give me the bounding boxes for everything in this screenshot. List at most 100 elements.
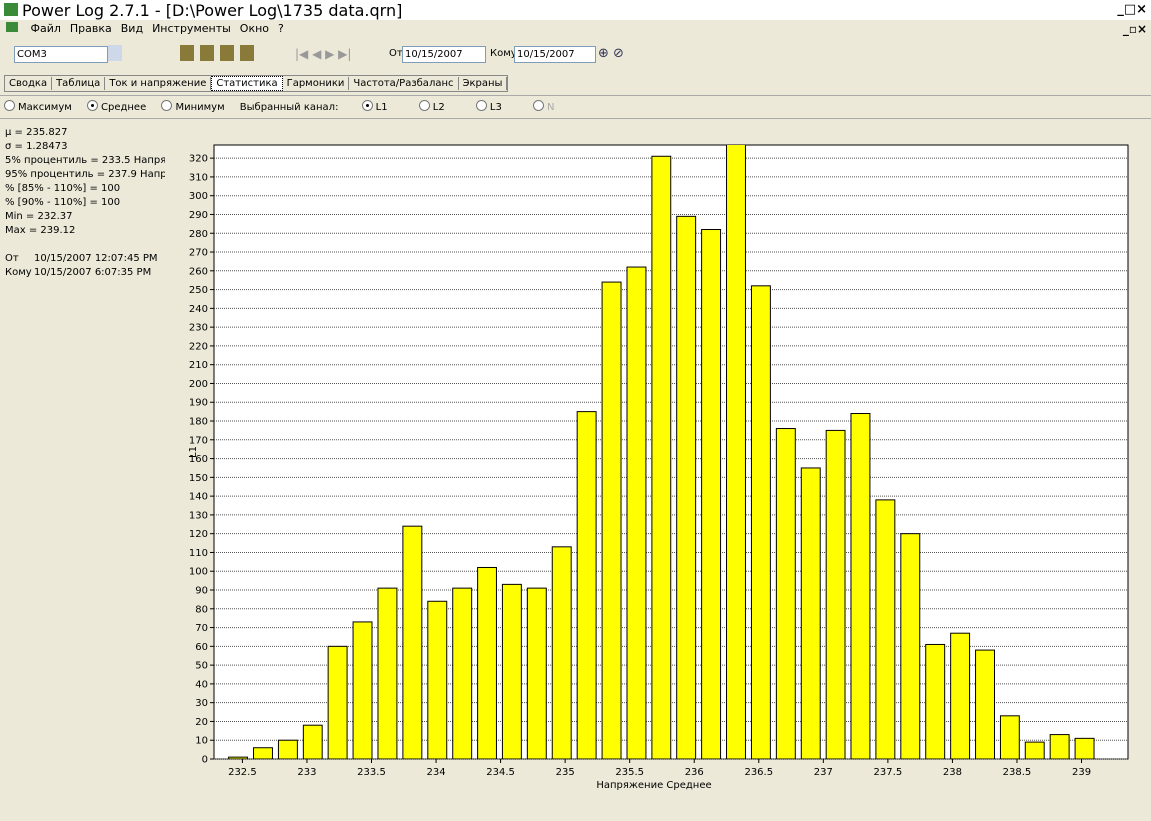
- y-tick-label: 130: [189, 510, 208, 521]
- tab[interactable]: Экраны: [458, 77, 508, 90]
- from-date-value: 10/15/2007: [405, 49, 463, 60]
- bar: [950, 632, 971, 759]
- tab[interactable]: Частота/Разбаланс: [349, 77, 459, 90]
- channel-option[interactable]: L3: [475, 100, 502, 113]
- to-date[interactable]: 10/15/2007: [514, 46, 596, 63]
- y-axis-label: L1: [188, 446, 199, 458]
- bar: [726, 145, 746, 759]
- channel-option: N: [533, 100, 555, 113]
- bar: [850, 413, 871, 759]
- menu-item[interactable]: ?: [278, 22, 284, 35]
- y-tick-label: 160: [189, 454, 208, 465]
- menu-item[interactable]: Файл: [30, 22, 61, 35]
- period-value: 10/15/2007 12:07:45 PM: [34, 253, 158, 264]
- x-tick-label: 238: [943, 767, 962, 778]
- y-tick-label: 210: [189, 360, 208, 371]
- tab[interactable]: Статистика: [211, 76, 283, 91]
- app-icon: [4, 3, 18, 16]
- doc-controls[interactable]: _▫×: [1122, 22, 1147, 36]
- y-tick-label: 170: [189, 435, 208, 446]
- x-tick-label: 235: [556, 767, 575, 778]
- channel-name: L1: [375, 102, 388, 113]
- y-tick-label: 260: [189, 266, 208, 277]
- channel-label: Выбранный канал:: [239, 102, 339, 113]
- bar: [750, 285, 771, 759]
- tab[interactable]: Таблица: [52, 77, 106, 90]
- mode-label: Минимум: [175, 102, 225, 113]
- from-label: От: [389, 48, 403, 59]
- period-label: От: [5, 253, 19, 264]
- port-select[interactable]: COM3: [14, 46, 108, 63]
- y-tick-label: 250: [189, 285, 208, 296]
- axes: 0 10 20 30 40 50 60 70 80 90 100 110 120 130 140 150 160…: [189, 154, 1091, 778]
- channel-option[interactable]: L2: [418, 100, 445, 113]
- bar: [377, 587, 398, 759]
- y-tick-label: 30: [195, 698, 208, 709]
- file-buttons[interactable]: [180, 45, 260, 61]
- bar: [427, 600, 448, 759]
- bar: [825, 429, 846, 759]
- y-tick-label: 60: [195, 642, 208, 653]
- title-bar: Power Log 2.7.1 - [D:\Power Log\1735 dat…: [0, 0, 1151, 20]
- x-axis-label: Напряжение Среднее: [596, 780, 711, 791]
- connect-button[interactable]: [108, 45, 122, 61]
- bar: [551, 546, 572, 759]
- tab[interactable]: Сводка: [5, 77, 53, 90]
- y-tick-label: 220: [189, 341, 208, 352]
- y-tick-label: 310: [189, 172, 208, 183]
- zoom-buttons[interactable]: ⊕ ⊘: [598, 46, 624, 61]
- from-date[interactable]: 10/15/2007: [402, 46, 486, 63]
- mode-option[interactable]: Минимум: [161, 100, 225, 113]
- bar: [800, 467, 821, 759]
- mode-option[interactable]: Максимум: [4, 100, 72, 113]
- bar: [1024, 741, 1045, 759]
- y-tick-label: 320: [189, 154, 208, 165]
- y-tick-label: 20: [195, 717, 208, 728]
- bar: [526, 587, 547, 759]
- bar: [676, 215, 697, 759]
- y-tick-label: 300: [189, 191, 208, 202]
- bar: [1049, 734, 1070, 759]
- x-tick-label: 235.5: [615, 767, 644, 778]
- x-tick-label: 234.5: [486, 767, 515, 778]
- y-tick-label: 40: [195, 679, 208, 690]
- channel-option[interactable]: L1: [361, 100, 388, 113]
- y-tick-label: 110: [189, 548, 208, 559]
- y-tick-label: 100: [189, 567, 208, 578]
- y-tick-label: 140: [189, 492, 208, 503]
- window-controls[interactable]: _□×: [1117, 2, 1147, 17]
- mode-option[interactable]: Среднее: [87, 100, 146, 113]
- channel-name: N: [547, 102, 555, 113]
- window-title: Power Log 2.7.1 - [D:\Power Log\1735 dat…: [22, 1, 403, 20]
- bar: [253, 747, 273, 759]
- options-bar: Максимум Среднее Минимум Выбранный канал…: [4, 100, 555, 113]
- menu-item[interactable]: Правка: [69, 22, 112, 35]
- x-tick-label: 238.5: [1003, 767, 1032, 778]
- menu-item[interactable]: Вид: [120, 22, 144, 35]
- stat: σ = 1.28473: [5, 141, 68, 152]
- bar: [999, 715, 1020, 759]
- y-tick-label: 90: [195, 586, 208, 597]
- menu-item[interactable]: Инструменты: [152, 22, 231, 35]
- y-tick-label: 120: [189, 529, 208, 540]
- menu-item[interactable]: Окно: [239, 22, 270, 35]
- to-date-value: 10/15/2007: [517, 49, 575, 60]
- spacer: [5, 239, 165, 253]
- stat: Max = 239.12: [5, 225, 76, 236]
- nav-buttons[interactable]: |◀ ◀ ▶ ▶|: [295, 47, 352, 61]
- x-tick-label: 236.5: [744, 767, 773, 778]
- stat: 5% процентиль = 233.5 Напряжение: [5, 155, 165, 166]
- y-tick-label: 80: [195, 604, 208, 615]
- x-tick-label: 234: [426, 767, 445, 778]
- stat: % [90% - 110%] = 100: [5, 197, 121, 208]
- x-tick-label: 232.5: [228, 767, 257, 778]
- mode-label: Максимум: [18, 102, 72, 113]
- tab[interactable]: Гармоники: [282, 77, 350, 90]
- tab[interactable]: Ток и напряжение: [105, 77, 212, 90]
- bar: [576, 411, 597, 759]
- bar: [651, 155, 672, 759]
- doc-icon: [6, 22, 18, 32]
- bar: [477, 566, 497, 759]
- separator: [0, 95, 1151, 96]
- x-tick-label: 237.5: [874, 767, 903, 778]
